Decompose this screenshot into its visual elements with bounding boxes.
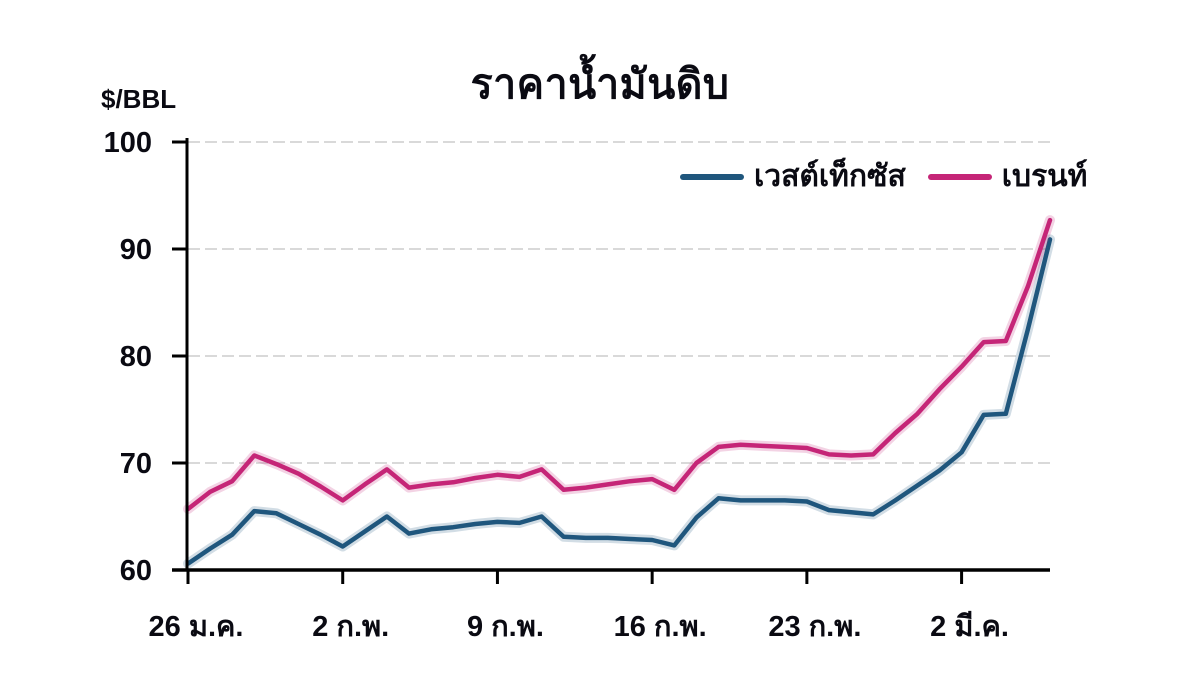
legend-label-west-texas: เวสต์เท็กซัส xyxy=(754,160,906,193)
series-halo-1 xyxy=(183,215,1055,514)
y-tick-label-60: 60 xyxy=(120,555,152,587)
x-tick-label-5: 2 มี.ค. xyxy=(930,611,1009,643)
series-halo-0 xyxy=(183,234,1055,569)
legend-swatch-brent xyxy=(927,173,992,180)
chart-title: ราคาน้ำมันดิบ xyxy=(470,61,730,107)
x-tick-label-4: 23 ก.พ. xyxy=(768,611,861,643)
y-tick-label-90: 90 xyxy=(120,234,152,266)
legend-label-brent: เบรนท์ xyxy=(1001,160,1088,193)
x-tick-label-2: 9 ก.พ. xyxy=(467,611,544,643)
chart-legend: เวสต์เท็กซัส เบรนท์ xyxy=(680,153,1087,200)
y-tick-label-70: 70 xyxy=(120,448,152,480)
x-tick-label-0: 26 ม.ค. xyxy=(149,611,244,643)
y-axis-unit-label: $/BBL xyxy=(101,84,177,114)
legend-swatch-west-texas xyxy=(680,173,744,180)
y-tick-label-100: 100 xyxy=(104,127,152,159)
y-tick-label-80: 80 xyxy=(120,341,152,373)
x-tick-label-1: 2 ก.พ. xyxy=(312,611,389,643)
x-tick-label-3: 16 ก.พ. xyxy=(614,611,707,643)
series-line-west-texas xyxy=(185,237,1053,566)
series-line-brent xyxy=(185,217,1053,512)
